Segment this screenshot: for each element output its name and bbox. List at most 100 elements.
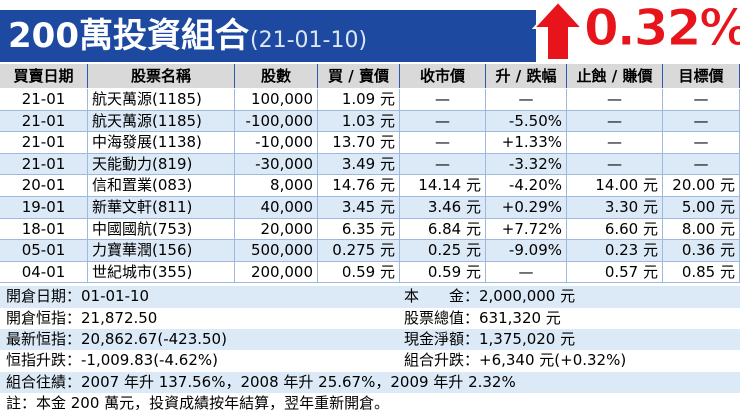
- table-cell: 14.00 元: [567, 175, 663, 197]
- summary-right: 現金淨額：1,375,020 元: [404, 330, 576, 348]
- table-cell: 1.03 元: [318, 110, 400, 133]
- table-cell: 40,000: [235, 197, 318, 219]
- table-cell: -4.20%: [486, 175, 567, 197]
- table-cell: +0.29%: [486, 197, 567, 219]
- table-cell: 中海發展(1138): [88, 132, 235, 154]
- table-cell: —: [400, 89, 486, 111]
- table-cell: 18-01: [0, 218, 88, 241]
- table-cell: 3.46 元: [400, 197, 486, 219]
- table-cell: +1.33%: [486, 132, 567, 154]
- summary-left: 最新恒指：20,862.67(-423.50): [6, 330, 227, 348]
- summary-bg: [0, 392, 740, 412]
- table-cell: 500,000: [235, 240, 318, 262]
- column-header: 目標價: [663, 64, 740, 88]
- table-cell: —: [486, 89, 567, 111]
- summary-left: 恒指升跌：-1,009.83(-4.62%): [6, 351, 218, 370]
- table-cell: 0.85 元: [663, 261, 740, 284]
- table-cell: 3.45 元: [318, 197, 400, 219]
- table-cell: 21-01: [0, 110, 88, 133]
- table-cell: 14.14 元: [400, 175, 486, 197]
- table-cell: -3.32%: [486, 153, 567, 176]
- table-cell: —: [400, 132, 486, 154]
- table-cell: 5.00 元: [663, 197, 740, 219]
- row-bg: [0, 240, 740, 262]
- summary-left: 開倉日期：01-01-10: [6, 287, 150, 306]
- summary-bg: [0, 286, 740, 308]
- table-cell: 0.36 元: [663, 240, 740, 262]
- table-cell: —: [567, 153, 663, 176]
- table-cell: 0.25 元: [400, 240, 486, 262]
- table-cell: 19-01: [0, 197, 88, 219]
- column-header: 股數: [235, 64, 318, 88]
- summary-right: 組合升跌：+6,340 元(+0.32%): [404, 351, 627, 370]
- change: 0.32%: [583, 0, 740, 58]
- table-cell: -100,000: [235, 110, 318, 133]
- table-cell: 21-01: [0, 153, 88, 176]
- table-cell: 0.23 元: [567, 240, 663, 262]
- row-bg: [0, 132, 740, 154]
- summary-bg: [0, 307, 740, 329]
- table-cell: —: [663, 89, 740, 111]
- table-cell: -9.09%: [486, 240, 567, 262]
- table-cell: 航天萬源(1185): [88, 89, 235, 111]
- table-cell: —: [400, 153, 486, 176]
- column-header: 買 / 賣價: [318, 64, 400, 88]
- table-cell: 100,000: [235, 89, 318, 111]
- up-arrow: [532, 0, 584, 61]
- table-cell: 信和置業(083): [88, 175, 235, 197]
- table-cell: -30,000: [235, 153, 318, 176]
- table-cell: 20,000: [235, 218, 318, 241]
- row-bg: [0, 197, 740, 219]
- table-cell: —: [663, 153, 740, 176]
- table-cell: +7.72%: [486, 218, 567, 241]
- table-cell: 20.00 元: [663, 175, 740, 197]
- table-cell: 天能動力(819): [88, 153, 235, 176]
- summary-bg: [0, 371, 740, 393]
- row-bg: [0, 110, 740, 133]
- table-cell: -5.50%: [486, 110, 567, 133]
- table-cell: 20-01: [0, 175, 88, 197]
- table-cell: 0.59 元: [318, 261, 400, 284]
- table-cell: —: [567, 89, 663, 111]
- table-cell: 0.59 元: [400, 261, 486, 284]
- column-header: 升 / 跌幅: [486, 64, 567, 88]
- table-cell: 力寶華潤(156): [88, 240, 235, 262]
- column-header: 止蝕 / 賺價: [567, 64, 663, 88]
- table-cell: 21-01: [0, 89, 88, 111]
- table-cell: 6.60 元: [567, 218, 663, 241]
- table-cell: 21-01: [0, 132, 88, 154]
- table-cell: —: [567, 132, 663, 154]
- table-cell: —: [567, 110, 663, 133]
- table-cell: —: [486, 261, 567, 284]
- table-cell: 8.00 元: [663, 218, 740, 241]
- table-cell: 05-01: [0, 240, 88, 262]
- title-bar: [0, 10, 536, 62]
- row-bg: [0, 175, 740, 197]
- table-cell: 6.35 元: [318, 218, 400, 241]
- table-cell: 0.275 元: [318, 240, 400, 262]
- table-cell: 1.09 元: [318, 89, 400, 111]
- column-header: 收市價: [400, 64, 486, 88]
- row-bg: [0, 218, 740, 241]
- table-cell: 04-01: [0, 261, 88, 284]
- row-bg: [0, 89, 740, 111]
- table-cell: 14.76 元: [318, 175, 400, 197]
- table-cell: 新華文軒(811): [88, 197, 235, 219]
- column-header: 買賣日期: [0, 64, 88, 88]
- row-bg: [0, 153, 740, 176]
- table-cell: 13.70 元: [318, 132, 400, 154]
- table-cell: 0.57 元: [567, 261, 663, 284]
- table-cell: 8,000: [235, 175, 318, 197]
- summary-right: 股票總值：631,320 元: [404, 308, 561, 327]
- table-cell: —: [663, 110, 740, 133]
- summary-note: 註：本金 200 萬元，投資成績按年結算，翌年重新開倉。: [6, 393, 390, 412]
- summary-left: 開倉恒指：21,872.50: [6, 308, 158, 327]
- table-cell: 6.84 元: [400, 218, 486, 241]
- table-cell: —: [400, 110, 486, 133]
- table-cell: 中國國航(753): [88, 218, 235, 241]
- title-date: (21-01-10): [250, 28, 368, 53]
- summary-record: 組合往績：2007 年升 137.56%，2008 年升 25.67%，2009…: [6, 372, 516, 391]
- summary-bg: [0, 329, 740, 351]
- title: 200萬投資組合: [8, 16, 249, 56]
